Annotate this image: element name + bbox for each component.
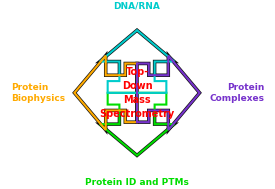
Polygon shape (100, 30, 174, 93)
Text: Protein
Biophysics: Protein Biophysics (11, 83, 65, 102)
Polygon shape (75, 56, 137, 130)
Polygon shape (100, 93, 174, 155)
Text: Top-
Down
Mass
Spectrometry: Top- Down Mass Spectrometry (99, 67, 175, 119)
Polygon shape (137, 56, 200, 130)
Text: Protein ID and PTMs: Protein ID and PTMs (85, 178, 189, 187)
Text: DNA/RNA: DNA/RNA (114, 2, 160, 11)
Text: Protein
Complexes: Protein Complexes (209, 83, 264, 102)
